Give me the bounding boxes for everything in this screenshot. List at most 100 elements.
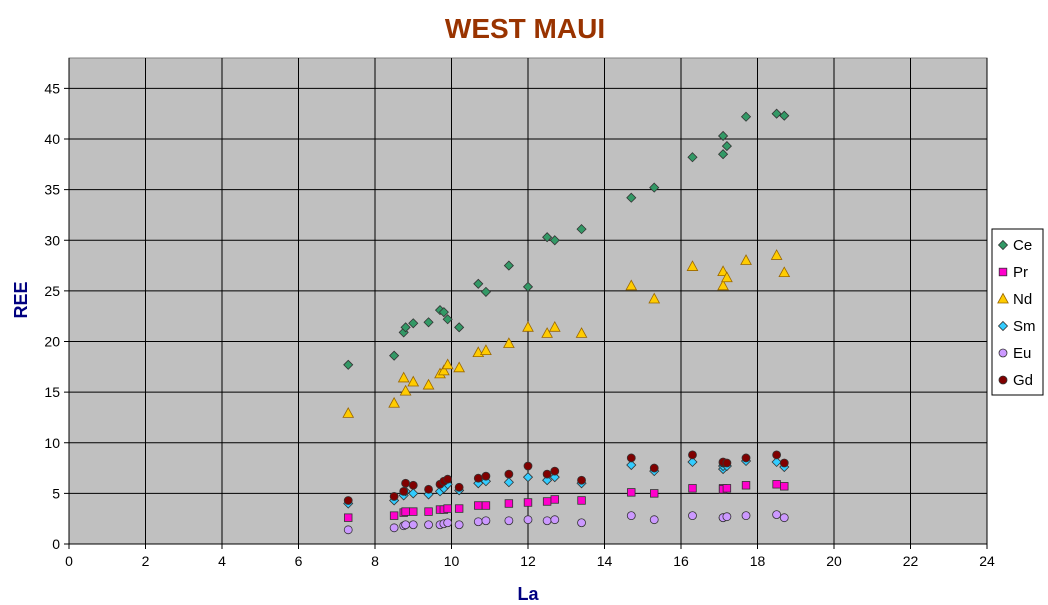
point-nd <box>437 364 450 376</box>
x-tick-label: 8 <box>371 553 379 569</box>
point-pr <box>481 501 491 510</box>
y-tick-label: 35 <box>44 182 60 198</box>
legend-item-ce: Ce <box>997 237 1032 254</box>
point-gd <box>473 473 483 483</box>
y-tick-label: 5 <box>52 485 60 501</box>
point-gd <box>649 463 659 473</box>
point-sm <box>408 488 419 499</box>
point-gd <box>424 484 433 494</box>
point-eu <box>343 525 353 535</box>
point-nd <box>480 344 492 356</box>
legend-label-pr: Pr <box>1013 264 1028 281</box>
point-eu <box>741 511 751 521</box>
point-nd <box>770 249 783 260</box>
point-gd <box>481 471 491 481</box>
series-pr <box>344 480 789 522</box>
y-tick-label: 45 <box>44 80 60 96</box>
point-gd <box>722 458 732 468</box>
point-gd <box>550 466 560 476</box>
point-gd <box>542 469 552 479</box>
point-eu <box>424 520 433 530</box>
point-eu <box>481 516 491 526</box>
point-sm <box>771 456 782 468</box>
point-eu <box>389 523 399 533</box>
point-pr <box>409 507 418 516</box>
y-tick-label: 10 <box>44 435 60 451</box>
x-tick-label: 4 <box>218 553 226 569</box>
point-pr <box>550 495 559 504</box>
point-nd <box>686 260 699 271</box>
point-sm <box>503 477 514 488</box>
point-ce <box>721 141 732 152</box>
point-eu <box>542 516 552 526</box>
point-pr <box>722 484 732 493</box>
y-tick-label: 40 <box>44 131 60 147</box>
legend-marker-sm <box>997 320 1009 332</box>
point-nd <box>541 327 553 338</box>
legend: Ce Pr Nd Sm Eu Gd <box>991 228 1044 396</box>
point-gd <box>454 482 464 492</box>
point-eu <box>443 518 453 528</box>
point-pr <box>443 504 452 513</box>
point-sm <box>626 459 637 471</box>
point-gd <box>688 450 697 460</box>
point-pr <box>504 499 514 508</box>
point-eu <box>779 513 789 523</box>
point-ce <box>442 314 453 325</box>
point-gd <box>626 453 636 463</box>
point-pr <box>389 511 399 520</box>
y-tick-label: 30 <box>44 232 60 248</box>
x-tick-label: 18 <box>750 553 766 569</box>
point-gd <box>577 475 586 485</box>
point-nd <box>422 378 435 390</box>
point-nd <box>397 371 410 383</box>
x-tick-label: 16 <box>673 553 689 569</box>
point-eu <box>772 510 782 520</box>
point-gd <box>504 469 514 479</box>
x-tick-label: 0 <box>65 553 73 569</box>
point-ce <box>549 235 560 246</box>
point-gd <box>401 478 411 488</box>
point-nd <box>717 279 729 291</box>
point-pr <box>772 480 781 489</box>
point-ce <box>400 322 411 333</box>
point-nd <box>522 320 534 332</box>
point-ce <box>454 322 465 333</box>
point-sm <box>549 472 560 483</box>
legend-marker-pr <box>998 267 1008 277</box>
point-eu <box>688 511 697 521</box>
point-ce <box>718 149 729 160</box>
point-gd <box>772 450 782 460</box>
point-ce <box>542 232 553 243</box>
x-tick-label: 6 <box>295 553 303 569</box>
point-pr <box>344 513 353 522</box>
legend-label-gd: Gd <box>1013 372 1033 389</box>
point-eu <box>550 515 560 525</box>
point-nd <box>625 279 638 291</box>
point-ce <box>389 350 400 361</box>
x-axis-title: La <box>517 584 539 604</box>
point-gd <box>343 496 353 505</box>
series-nd <box>342 249 791 418</box>
point-nd <box>342 407 355 418</box>
x-tick-label: 10 <box>444 553 460 569</box>
point-pr <box>741 481 751 490</box>
legend-marker-gd <box>998 375 1008 385</box>
point-ce <box>740 111 752 122</box>
x-tick-label: 12 <box>520 553 536 569</box>
point-gd <box>443 474 453 484</box>
point-sm <box>687 456 698 468</box>
point-ce <box>473 278 484 289</box>
point-gd <box>523 461 533 471</box>
point-ce <box>771 108 782 119</box>
point-ce <box>423 317 434 328</box>
point-eu <box>408 520 418 530</box>
point-sm <box>542 475 553 486</box>
point-ce <box>408 318 419 329</box>
point-nd <box>575 327 588 338</box>
point-gd <box>741 453 751 463</box>
legend-label-sm: Sm <box>1013 318 1036 335</box>
point-eu <box>473 517 483 527</box>
series-gd <box>343 450 789 505</box>
